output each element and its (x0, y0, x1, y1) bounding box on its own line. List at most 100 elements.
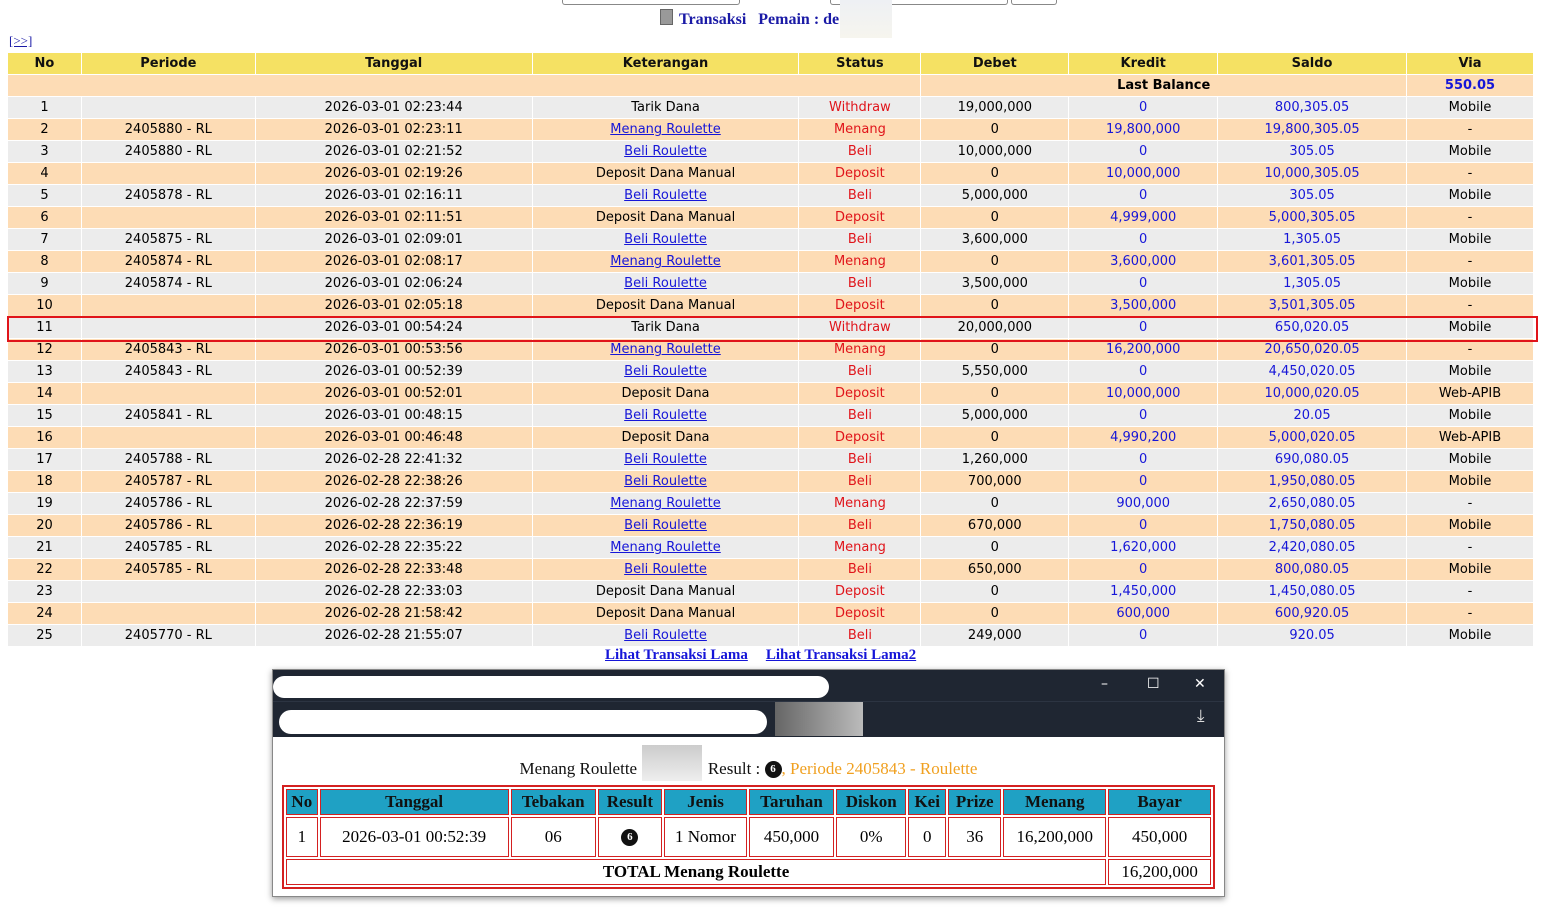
filter-input-2[interactable] (830, 0, 1008, 5)
cell-periode: 2405874 - RL (81, 251, 255, 272)
cell-saldo: 10,000,020.05 (1218, 383, 1407, 404)
lihat-transaksi-lama2-link[interactable]: Lihat Transaksi Lama2 (765, 647, 917, 663)
cell-keterangan[interactable]: Beli Roulette (532, 449, 799, 470)
cell-keterangan[interactable]: Beli Roulette (532, 559, 799, 580)
result-popup-window: – ☐ ✕ ⤓ Menang Roulette d Result : 6, Per… (272, 669, 1225, 897)
cell-kredit: 0 (1069, 229, 1218, 250)
table-row: 25 2405770 - RL 2026-02-28 21:55:07 Beli Ro… (8, 625, 1534, 646)
redacted-url[interactable] (279, 710, 767, 734)
ball-icon: 6 (764, 761, 782, 778)
cell-kredit: 0 (1069, 559, 1218, 580)
cell-periode: 2405843 - RL (81, 339, 255, 360)
player-label: Pemain : de (758, 11, 840, 28)
cell-keterangan: Deposit Dana Manual (532, 207, 799, 228)
cell-no: 19 (8, 493, 81, 514)
cell-saldo: 650,020.05 (1218, 317, 1407, 338)
cell-kredit: 0 (1069, 185, 1218, 206)
cell-keterangan[interactable]: Beli Roulette (532, 361, 799, 382)
cell-status: Beli (799, 405, 921, 426)
table-row: 18 2405787 - RL 2026-02-28 22:38:26 Beli Ro… (8, 471, 1534, 492)
cell-no: 10 (8, 295, 81, 316)
cell-debet: 0 (921, 581, 1069, 602)
cell-keterangan[interactable]: Beli Roulette (532, 141, 799, 162)
cell-keterangan[interactable]: Beli Roulette (532, 273, 799, 294)
cell-no: 6 (8, 207, 81, 228)
cell-via: Mobile (1407, 515, 1533, 536)
cell-periode: 2405875 - RL (81, 229, 255, 250)
title-text: Transaksi (679, 11, 747, 28)
close-button[interactable]: ✕ (1194, 676, 1206, 692)
table-row: 16 2026-03-01 00:46:48 Deposit Dana Deposit… (8, 427, 1534, 448)
cell-via: Mobile (1407, 273, 1533, 294)
cell-keterangan[interactable]: Beli Roulette (532, 405, 799, 426)
submit-button[interactable] (1011, 0, 1057, 5)
cell-keterangan[interactable]: Beli Roulette (532, 625, 799, 646)
cell-kredit: 16,200,000 (1069, 339, 1218, 360)
cell-debet: 670,000 (921, 515, 1069, 536)
cell-taruhan: 450,000 (748, 817, 835, 857)
cell-periode (81, 581, 255, 602)
next-link[interactable]: [>>] (9, 33, 33, 48)
cell-keterangan[interactable]: Beli Roulette (532, 515, 799, 536)
column-header: Status (799, 53, 921, 74)
filter-input-1[interactable] (562, 0, 740, 5)
cell-debet: 0 (921, 295, 1069, 316)
cell-no: 16 (8, 427, 81, 448)
table-row: 24 2026-02-28 21:58:42 Deposit Dana Manual… (8, 603, 1534, 624)
cell-status: Beli (799, 559, 921, 580)
cell-kredit: 0 (1069, 273, 1218, 294)
column-header: Saldo (1218, 53, 1407, 74)
cell-via: Mobile (1407, 625, 1533, 646)
cell-keterangan[interactable]: Menang Roulette (532, 119, 799, 140)
cell-debet: 0 (921, 251, 1069, 272)
cell-keterangan[interactable]: Menang Roulette (532, 493, 799, 514)
cell-debet: 249,000 (921, 625, 1069, 646)
cell-keterangan[interactable]: Menang Roulette (532, 339, 799, 360)
page-title: Transaksi Pemain : de (660, 9, 839, 29)
cell-kredit: 600,000 (1069, 603, 1218, 624)
maximize-button[interactable]: ☐ (1147, 676, 1160, 692)
cell-status: Menang (799, 537, 921, 558)
cell-tanggal: 2026-03-01 00:54:24 (255, 317, 532, 338)
cell-keterangan: Deposit Dana Manual (532, 581, 799, 602)
minimize-button[interactable]: – (1101, 676, 1108, 692)
popup-column-header: Tanggal (319, 789, 509, 815)
cell-keterangan: Deposit Dana (532, 427, 799, 448)
cell-tanggal: 2026-03-01 00:52:39 (319, 817, 509, 857)
cell-kredit: 0 (1069, 515, 1218, 536)
cell-keterangan[interactable]: Beli Roulette (532, 471, 799, 492)
cell-via: Mobile (1407, 471, 1533, 492)
cell-periode (81, 207, 255, 228)
cell-periode: 2405787 - RL (81, 471, 255, 492)
cell-status: Deposit (799, 383, 921, 404)
cell-keterangan[interactable]: Menang Roulette (532, 537, 799, 558)
cell-status: Beli (799, 141, 921, 162)
download-icon[interactable]: ⤓ (1197, 706, 1205, 726)
cell-saldo: 3,501,305.05 (1218, 295, 1407, 316)
cell-kei: 0 (908, 817, 947, 857)
cell-tanggal: 2026-02-28 21:55:07 (255, 625, 532, 646)
total-value: 16,200,000 (1108, 859, 1211, 885)
cell-debet: 700,000 (921, 471, 1069, 492)
cell-kredit: 0 (1069, 449, 1218, 470)
cell-keterangan[interactable]: Beli Roulette (532, 185, 799, 206)
cell-tanggal: 2026-03-01 02:08:17 (255, 251, 532, 272)
cell-keterangan[interactable]: Menang Roulette (532, 251, 799, 272)
cell-tanggal: 2026-02-28 21:58:42 (255, 603, 532, 624)
cell-saldo: 2,650,080.05 (1218, 493, 1407, 514)
table-row: 9 2405874 - RL 2026-03-01 02:06:24 Beli Rou… (8, 273, 1534, 294)
cell-status: Beli (799, 515, 921, 536)
popup-addressbar: ⤓ (273, 701, 1224, 737)
cell-tanggal: 2026-03-01 00:52:39 (255, 361, 532, 382)
cell-saldo: 3,601,305.05 (1218, 251, 1407, 272)
cell-keterangan[interactable]: Beli Roulette (532, 229, 799, 250)
lihat-transaksi-lama-link[interactable]: Lihat Transaksi Lama (605, 647, 748, 663)
cell-periode: 2405785 - RL (81, 537, 255, 558)
cell-no: 5 (8, 185, 81, 206)
column-header: No (8, 53, 81, 74)
table-row: 2 2405880 - RL 2026-03-01 02:23:11 Menang R… (8, 119, 1534, 140)
cell-saldo: 5,000,020.05 (1218, 427, 1407, 448)
cell-via: Mobile (1407, 559, 1533, 580)
cell-status: Beli (799, 185, 921, 206)
cell-tanggal: 2026-03-01 00:53:56 (255, 339, 532, 360)
